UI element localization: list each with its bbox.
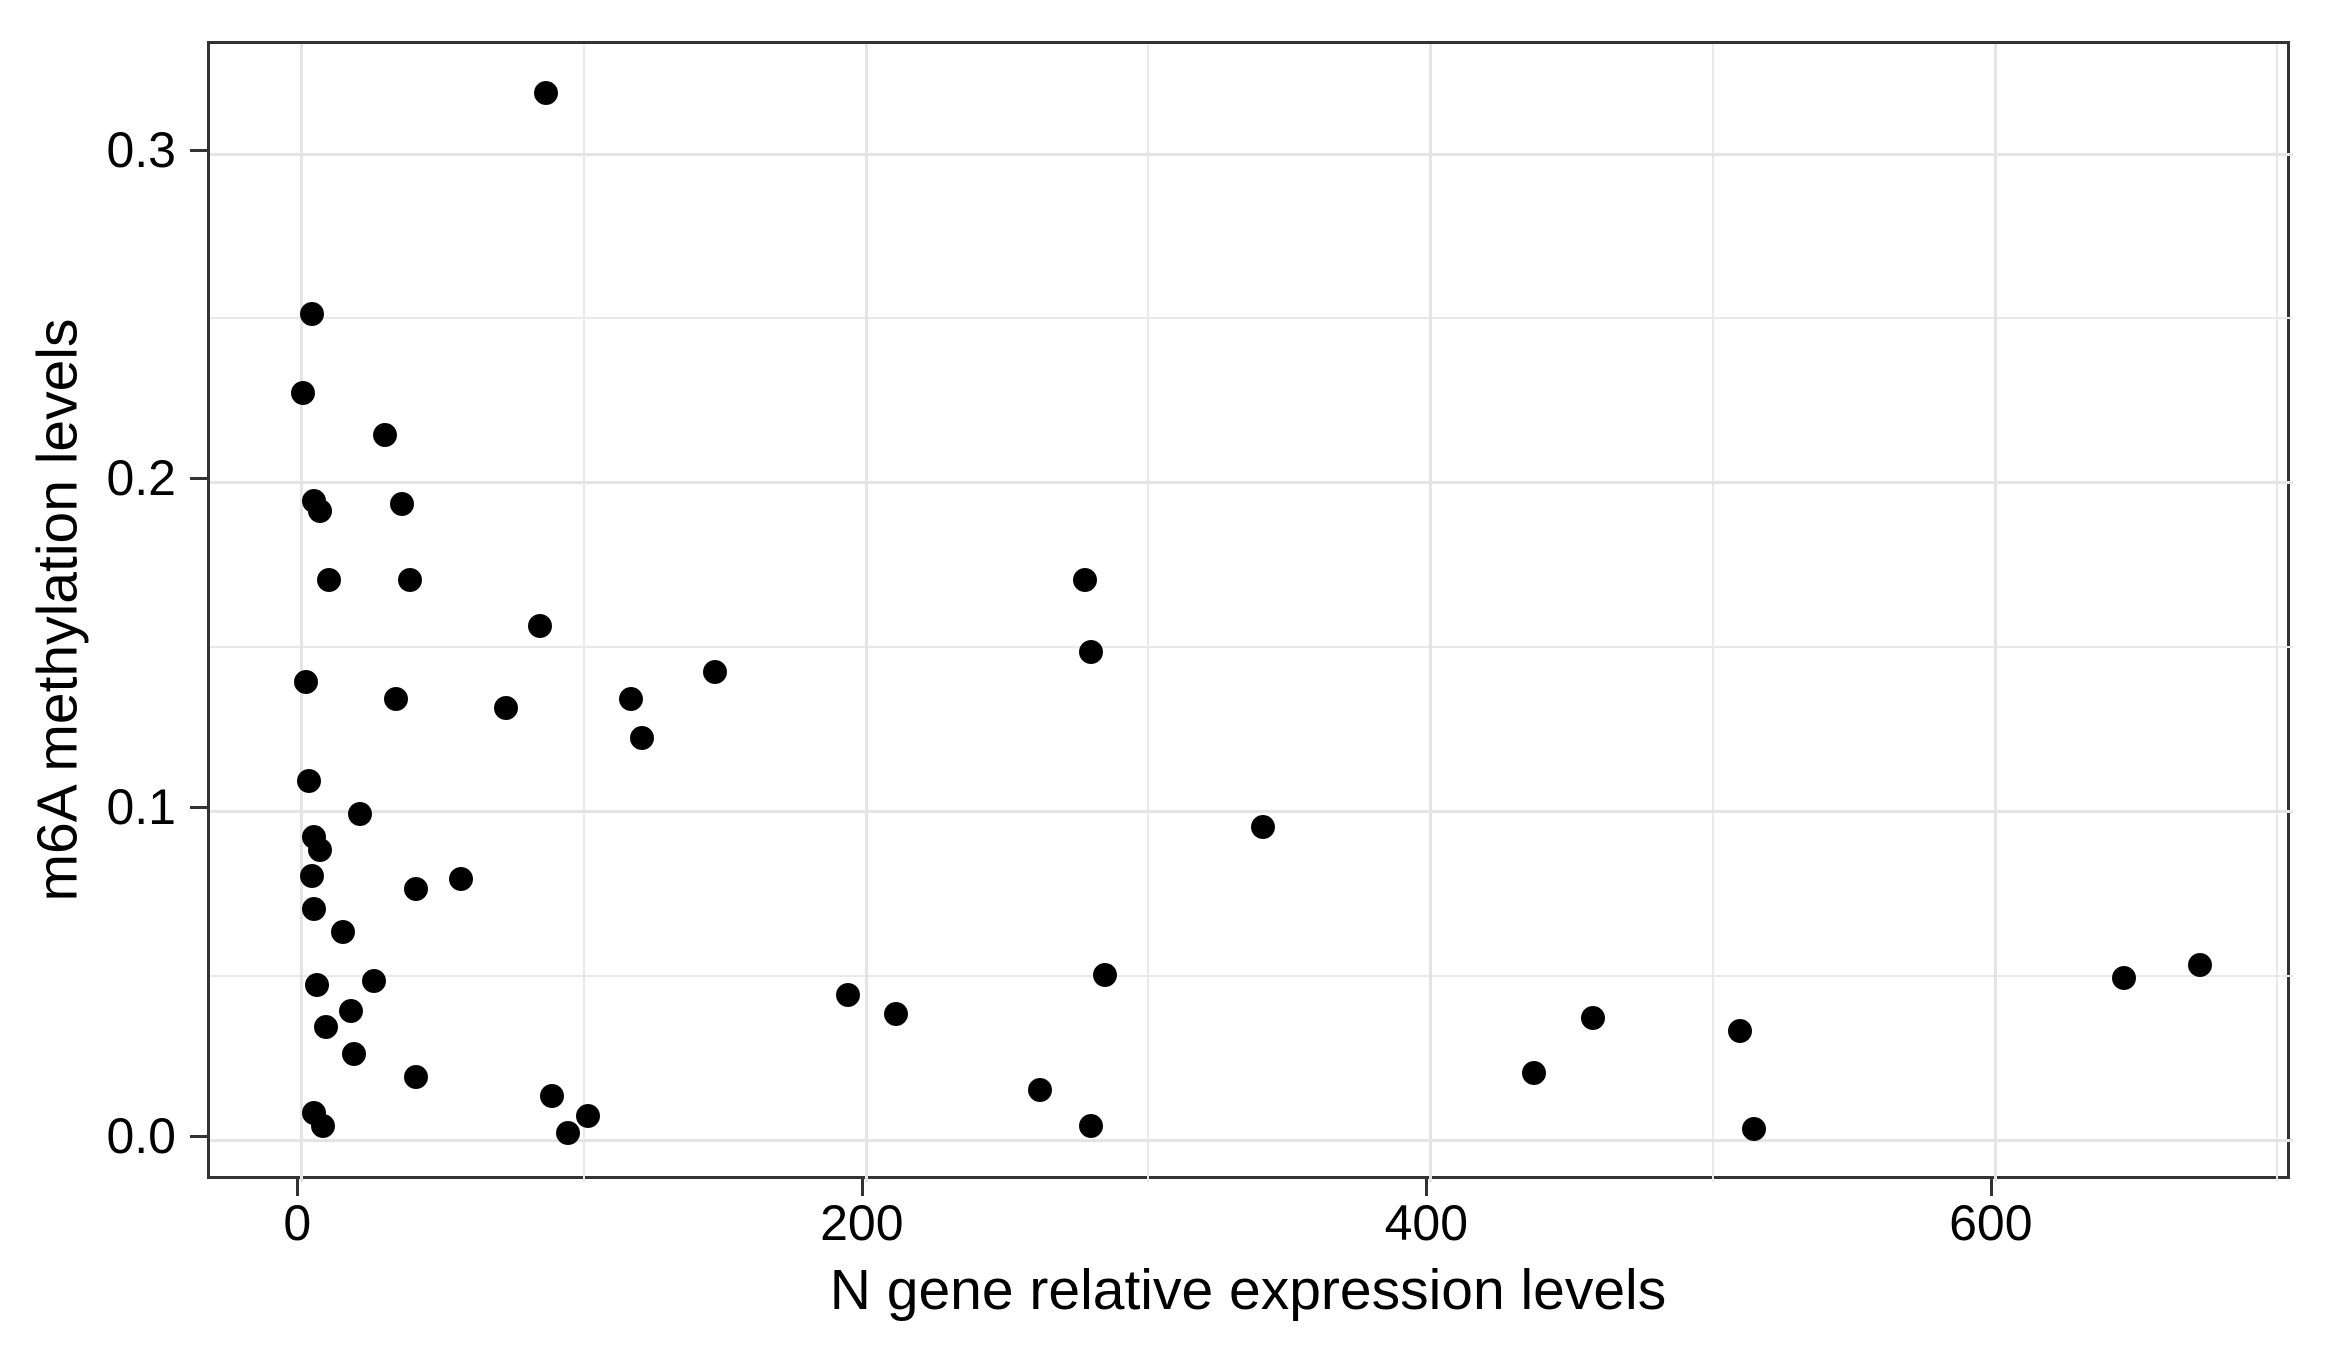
data-point <box>2187 952 2212 977</box>
gridline-y-major <box>210 1139 2293 1143</box>
data-point <box>291 380 316 405</box>
gridline-y-minor <box>210 974 2293 977</box>
x-tick-mark <box>1989 1179 1993 1196</box>
data-point <box>299 864 324 889</box>
gridline-x-minor <box>1147 44 1150 1182</box>
data-point <box>618 686 643 711</box>
data-point <box>1250 814 1275 839</box>
y-tick-mark <box>190 1135 207 1139</box>
gridline-y-major <box>210 481 2293 485</box>
x-tick-mark <box>296 1179 300 1196</box>
data-point <box>494 696 519 721</box>
y-tick-mark <box>190 477 207 481</box>
y-axis-title: m6A methylation levels <box>25 318 90 902</box>
data-point <box>389 492 414 517</box>
data-point <box>629 725 654 750</box>
data-point <box>883 1002 908 1027</box>
data-point <box>1727 1018 1752 1043</box>
data-point <box>404 877 429 902</box>
data-point <box>1078 640 1103 665</box>
plot-panel <box>207 41 2293 1182</box>
data-point <box>835 982 860 1007</box>
gridline-x-major <box>1429 44 1433 1182</box>
gridline-x-minor <box>1711 44 1714 1182</box>
data-point <box>308 837 333 862</box>
data-point <box>533 81 558 106</box>
data-point <box>528 614 553 639</box>
gridline-y-major <box>210 152 2293 156</box>
data-point <box>1581 1005 1606 1030</box>
x-tick-label: 400 <box>1384 1195 1469 1251</box>
gridline-x-major <box>300 44 304 1182</box>
x-tick-label: 200 <box>820 1195 904 1251</box>
gridline-x-major <box>864 44 868 1182</box>
data-point <box>1072 568 1097 593</box>
gridline-y-major <box>210 810 2293 814</box>
data-point <box>296 768 321 793</box>
data-point <box>398 568 423 593</box>
y-tick-label: 0.3 <box>106 121 176 178</box>
y-tick-label: 0.1 <box>106 779 176 836</box>
data-point <box>1092 962 1117 987</box>
x-tick-label: 0 <box>283 1195 312 1251</box>
data-point <box>313 1015 338 1040</box>
x-axis-title: N gene relative expression levels <box>829 1258 1667 1322</box>
data-point <box>1521 1061 1546 1086</box>
gridline-x-major <box>1993 44 1997 1182</box>
data-point <box>2111 966 2136 991</box>
data-point <box>449 867 474 892</box>
data-point <box>308 499 333 524</box>
data-point <box>1078 1114 1103 1139</box>
data-point <box>703 660 728 685</box>
data-point <box>361 969 386 994</box>
y-tick-label: 0.2 <box>106 450 176 507</box>
gridline-y-minor <box>210 645 2293 648</box>
data-point <box>404 1064 429 1089</box>
data-point <box>1741 1117 1766 1142</box>
x-tick-label: 600 <box>1949 1195 2033 1251</box>
data-point <box>372 423 397 448</box>
data-point <box>310 1114 335 1139</box>
data-point <box>384 686 409 711</box>
data-point <box>330 920 355 945</box>
x-tick-mark <box>860 1179 864 1196</box>
data-point <box>305 972 330 997</box>
data-point <box>341 1041 366 1066</box>
data-point <box>293 670 318 695</box>
y-tick-label: 0.0 <box>106 1108 176 1165</box>
data-point <box>539 1084 564 1109</box>
gridline-x-minor <box>582 44 585 1182</box>
data-point <box>1027 1077 1052 1102</box>
data-point <box>556 1120 581 1145</box>
data-point <box>299 301 324 326</box>
data-point <box>316 568 341 593</box>
gridline-x-minor <box>2276 44 2279 1182</box>
data-point <box>302 897 327 921</box>
data-point <box>339 998 364 1023</box>
gridline-y-minor <box>210 316 2293 319</box>
x-tick-mark <box>1425 1179 1429 1196</box>
data-point <box>347 801 372 826</box>
y-tick-mark <box>190 148 207 152</box>
data-point <box>576 1104 601 1129</box>
y-tick-mark <box>190 806 207 810</box>
